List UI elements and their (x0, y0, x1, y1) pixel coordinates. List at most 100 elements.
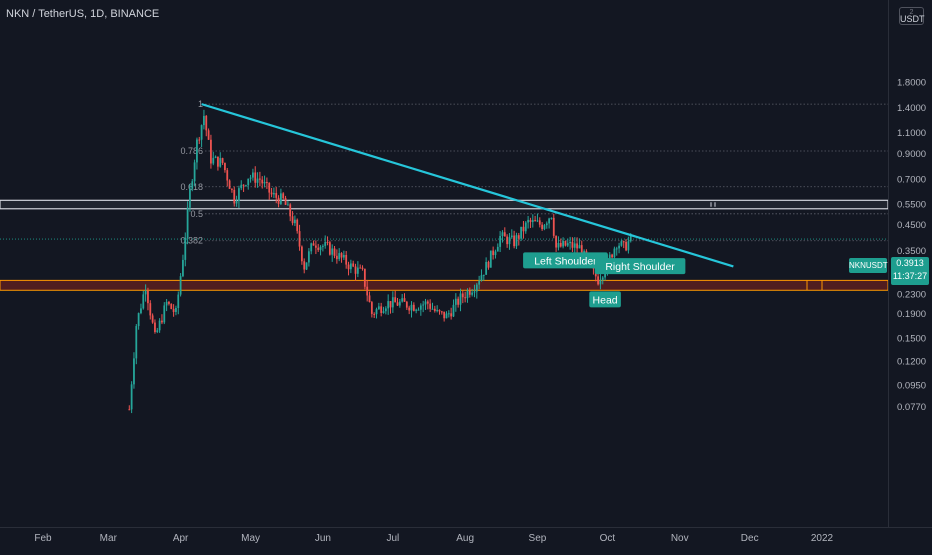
candle-body (231, 188, 233, 190)
resistance-zone (0, 199, 889, 210)
candle-body (557, 242, 560, 248)
candle-body (506, 236, 509, 245)
candle-body (517, 235, 520, 239)
y-tick-label: 0.0950 (897, 380, 926, 391)
candle-body (272, 193, 275, 195)
candle-body (604, 271, 606, 278)
candle-body (529, 219, 532, 223)
candle-body (137, 313, 140, 327)
descending-trendline (201, 103, 734, 268)
last-price-value: 0.3913 (896, 258, 924, 268)
candle-body (580, 245, 583, 258)
candle-body (618, 245, 620, 249)
y-tick-label: 0.7000 (897, 175, 926, 186)
candle-body (238, 188, 240, 202)
candle-body (536, 220, 539, 222)
annotation-label: Left Shoulder (534, 255, 597, 267)
candle-body (571, 241, 574, 248)
candle-body (347, 264, 350, 270)
candle-body (189, 188, 191, 208)
candle-body (366, 286, 369, 296)
y-tick-label: 0.1900 (897, 309, 926, 320)
candle-body (196, 139, 198, 163)
candle-body (520, 226, 523, 239)
candle-body (622, 241, 625, 243)
candle-body (291, 216, 294, 224)
candle-body (247, 178, 250, 186)
candle-body (328, 242, 331, 255)
candle-body (566, 243, 569, 246)
candle-body (156, 330, 159, 332)
x-tick-label: Feb (34, 533, 52, 544)
candle-body (457, 298, 460, 305)
candle-body (543, 225, 546, 230)
candle-body (387, 301, 390, 309)
y-tick-label: 0.9000 (897, 149, 926, 160)
candle-body (527, 219, 530, 223)
candle-body (184, 237, 187, 260)
annotation-box (523, 252, 608, 269)
candle-body (135, 326, 138, 359)
candle-body (219, 158, 222, 167)
candle-body (473, 291, 476, 293)
candle-body (226, 170, 229, 181)
candle-body (310, 243, 313, 252)
candle-body (161, 320, 163, 323)
price-axis-border (888, 0, 889, 527)
candle-body (620, 241, 623, 246)
currency-selector[interactable]: 2 USDT (899, 7, 925, 25)
candle-body (625, 241, 627, 251)
candle-body (275, 193, 278, 198)
currency-label: USDT (900, 14, 925, 24)
candle-body (179, 276, 182, 295)
candle-body (266, 182, 268, 184)
candle-body (142, 294, 145, 309)
candle-body (601, 277, 604, 280)
chart-title: NKN / TetherUS, 1D, BINANCE (6, 8, 160, 20)
candle-body (149, 303, 152, 316)
x-tick-label: Mar (100, 533, 118, 544)
fib-level-label: 0.786 (180, 146, 203, 156)
candle-body (249, 177, 252, 179)
candle-body (548, 218, 551, 224)
candle-body (312, 243, 315, 246)
y-tick-label: 0.1200 (897, 356, 926, 367)
x-tick-label: 2022 (811, 533, 834, 544)
candle-body (363, 268, 366, 287)
candle-body (377, 306, 380, 310)
candle-body (562, 241, 565, 247)
candle-body (613, 248, 616, 258)
x-tick-label: May (241, 533, 260, 544)
candle-body (459, 293, 462, 305)
candle-body (296, 219, 299, 232)
candle-body (182, 259, 184, 277)
y-tick-label: 0.5500 (897, 199, 926, 210)
candle-body (259, 178, 261, 180)
fib-level-label: 0.5 (190, 209, 203, 219)
candle-body (475, 284, 478, 292)
candle-body (599, 279, 602, 285)
candle-body (319, 246, 322, 250)
candle-body (380, 306, 383, 313)
candle-body (541, 224, 544, 230)
candle-body (608, 254, 611, 259)
candle-body (245, 185, 247, 187)
x-tick-label: Sep (529, 533, 547, 544)
candle-body (177, 294, 180, 309)
candle-body (627, 241, 630, 251)
candle-body (569, 241, 571, 244)
candle-body (499, 236, 502, 247)
candle-body (356, 267, 359, 274)
candle-body (279, 193, 282, 204)
candle-body (410, 304, 413, 311)
candle-body (454, 298, 457, 305)
candle-body (324, 242, 327, 246)
candle-body (412, 304, 415, 311)
candle-body (228, 180, 231, 189)
x-tick-label: Nov (671, 533, 689, 544)
candle-body (375, 309, 378, 315)
candle-body (482, 274, 485, 276)
candle-body (242, 184, 245, 186)
